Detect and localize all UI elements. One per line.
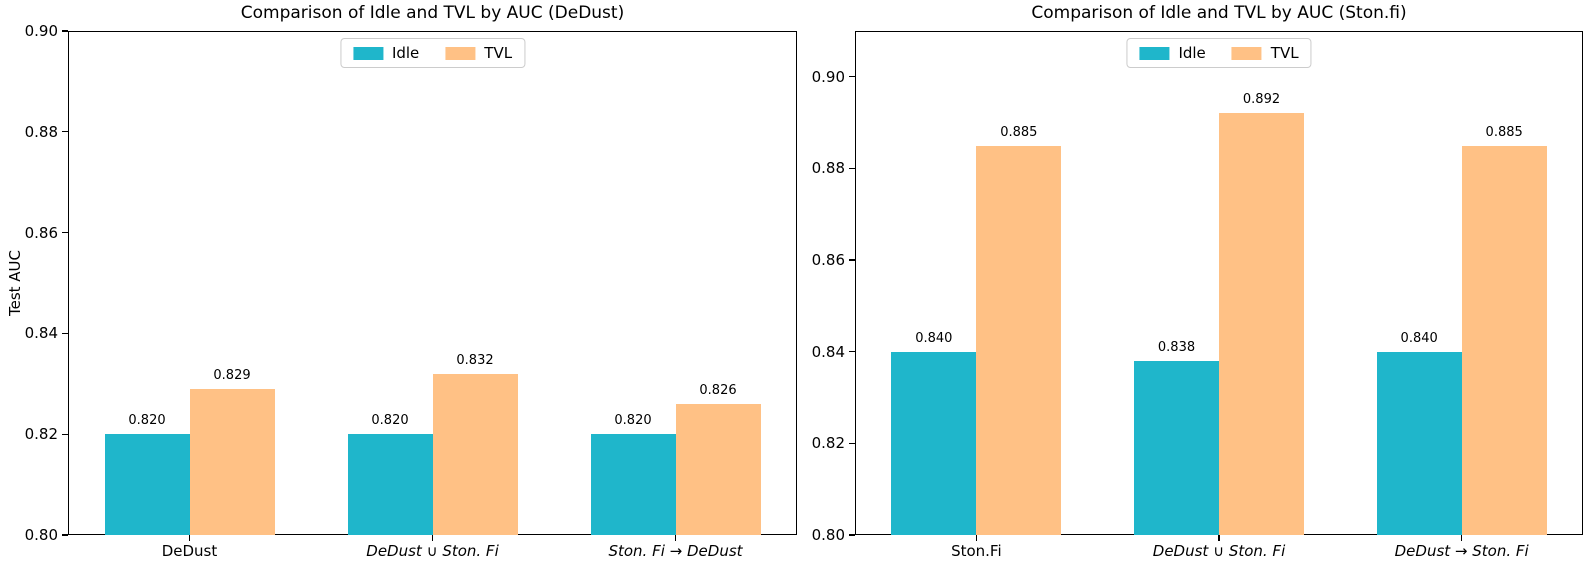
legend-item-tvl: TVL bbox=[445, 44, 512, 62]
bar-value-label: 0.820 bbox=[614, 413, 652, 429]
bar-idle bbox=[347, 434, 433, 535]
legend-item-tvl: TVL bbox=[1231, 44, 1299, 62]
bar-tvl bbox=[675, 403, 761, 535]
x-tick-mark bbox=[188, 535, 191, 541]
bar-value-label: 0.885 bbox=[1485, 124, 1523, 140]
legend-label: Idle bbox=[391, 44, 420, 62]
y-tick-mark bbox=[849, 167, 855, 170]
bar-value-label: 0.820 bbox=[371, 413, 409, 429]
x-tick-mark bbox=[431, 535, 434, 541]
y-tick-mark bbox=[849, 442, 855, 444]
bar-tvl bbox=[189, 388, 275, 535]
legend-item-idle: Idle bbox=[1139, 44, 1206, 62]
y-tick-mark bbox=[62, 332, 68, 335]
y-tick-label: 0.88 bbox=[24, 122, 58, 141]
subplot-dedust: Comparison of Idle and TVL by AUC (DeDus… bbox=[6, 3, 797, 560]
bar-value-label: 0.826 bbox=[699, 382, 737, 398]
y-tick-label: 0.84 bbox=[811, 342, 845, 361]
subplot-stonfi: Comparison of Idle and TVL by AUC (Ston.… bbox=[812, 3, 1583, 560]
y-tick-mark bbox=[849, 534, 855, 536]
y-tick-mark bbox=[849, 76, 855, 78]
bar-value-label: 0.892 bbox=[1242, 92, 1281, 108]
bar-value-label: 0.840 bbox=[915, 330, 953, 346]
x-tick-mark bbox=[975, 535, 977, 541]
y-tick-label: 0.82 bbox=[811, 434, 845, 453]
y-tick-mark bbox=[62, 534, 68, 536]
y-tick-mark bbox=[62, 433, 68, 435]
bar-tvl bbox=[1461, 145, 1547, 535]
x-tick-label: Ston. Fi → DeDust bbox=[608, 542, 743, 560]
x-tick-label: DeDust → Ston. Fi bbox=[1394, 542, 1529, 560]
bar-idle bbox=[590, 434, 676, 535]
bar-value-label: 0.829 bbox=[213, 367, 251, 383]
legend-label: Idle bbox=[1178, 44, 1206, 62]
bar-value-label: 0.832 bbox=[456, 352, 494, 368]
legend: Idle TVL bbox=[339, 38, 526, 68]
y-tick-mark bbox=[849, 351, 855, 353]
bar-tvl bbox=[976, 145, 1062, 535]
y-tick-label: 0.90 bbox=[811, 67, 845, 86]
chart-title: Comparison of Idle and TVL by AUC (DeDus… bbox=[240, 3, 625, 23]
x-tick-mark bbox=[1218, 535, 1220, 541]
y-tick-mark bbox=[62, 131, 68, 133]
y-tick-label: 0.86 bbox=[24, 223, 58, 242]
legend-swatch-tvl bbox=[1231, 46, 1262, 60]
y-tick-label: 0.80 bbox=[24, 526, 58, 544]
legend: Idle TVL bbox=[1126, 38, 1312, 68]
y-tick-mark bbox=[62, 30, 68, 32]
bar-tvl bbox=[432, 373, 518, 535]
bar-value-label: 0.885 bbox=[1000, 124, 1038, 140]
y-tick-mark bbox=[62, 231, 68, 234]
x-tick-label: DeDust ∪ Ston. Fi bbox=[366, 542, 499, 560]
y-tick-label: 0.84 bbox=[24, 324, 58, 343]
x-tick-mark bbox=[674, 535, 677, 541]
bar-value-label: 0.840 bbox=[1400, 330, 1438, 346]
bar-idle bbox=[1134, 360, 1219, 535]
legend-swatch-tvl bbox=[445, 46, 476, 60]
bar-idle bbox=[104, 434, 190, 535]
bar-tvl bbox=[1219, 113, 1304, 535]
chart-title: Comparison of Idle and TVL by AUC (Ston.… bbox=[1031, 3, 1407, 23]
legend-swatch-idle bbox=[352, 46, 383, 60]
x-tick-mark bbox=[1461, 535, 1463, 541]
legend-label: TVL bbox=[484, 44, 513, 62]
legend-item-idle: Idle bbox=[352, 44, 420, 62]
y-tick-label: 0.86 bbox=[811, 251, 845, 270]
bar-value-label: 0.820 bbox=[128, 413, 166, 429]
y-tick-label: 0.80 bbox=[811, 526, 845, 544]
legend-swatch-idle bbox=[1139, 46, 1170, 60]
bar-idle bbox=[1376, 351, 1462, 535]
bar-value-label: 0.838 bbox=[1157, 339, 1196, 355]
x-tick-label: Ston.Fi bbox=[951, 542, 1002, 560]
y-axis-label: Test AUC bbox=[6, 249, 24, 317]
bar-idle bbox=[891, 351, 977, 535]
legend-label: TVL bbox=[1270, 44, 1299, 62]
y-tick-mark bbox=[849, 259, 855, 261]
y-tick-label: 0.90 bbox=[24, 22, 58, 40]
x-tick-label: DeDust bbox=[161, 542, 218, 560]
x-tick-label: DeDust ∪ Ston. Fi bbox=[1152, 542, 1286, 560]
y-tick-label: 0.82 bbox=[24, 425, 58, 444]
y-tick-label: 0.88 bbox=[811, 159, 845, 178]
